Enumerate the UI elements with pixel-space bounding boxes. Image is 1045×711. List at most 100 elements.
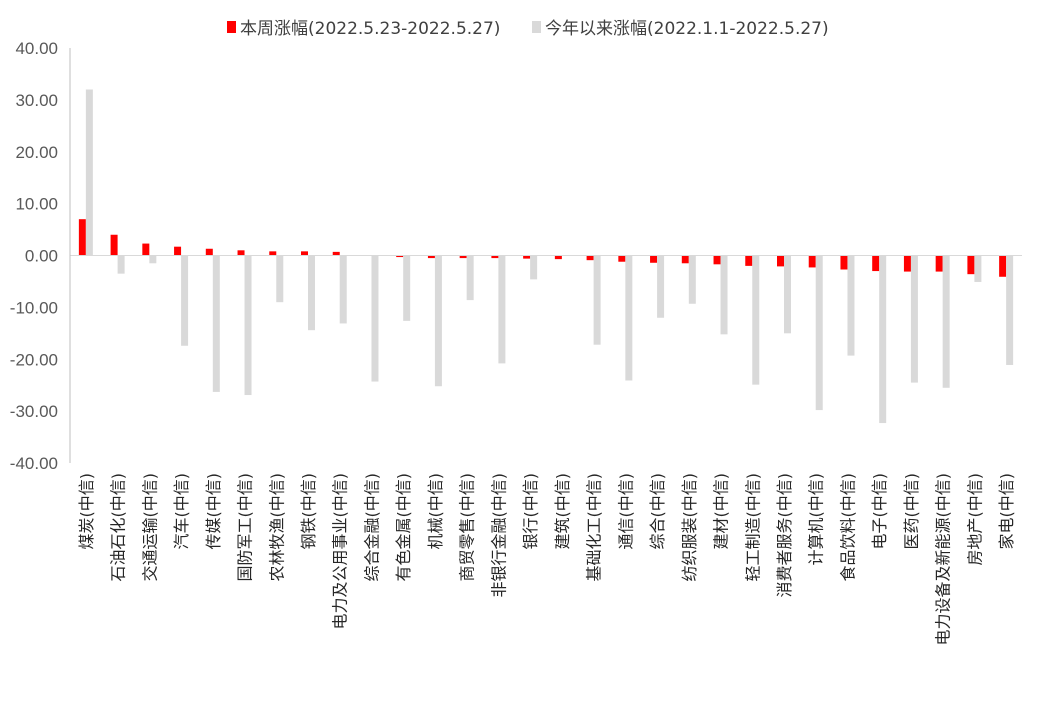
- bar-weekly-21: [745, 255, 753, 266]
- bar-ytd-27: [942, 255, 950, 388]
- legend-swatch-weekly: [227, 21, 236, 33]
- bar-ytd-24: [847, 255, 855, 356]
- bar-ytd-13: [498, 255, 506, 364]
- bar-ytd-18: [657, 255, 665, 318]
- bar-weekly-12: [459, 255, 467, 259]
- category-label: 石油石化(中信): [109, 473, 128, 582]
- bar-weekly-13: [491, 255, 499, 259]
- bar-weekly-18: [650, 255, 658, 263]
- bar-ytd-4: [212, 255, 220, 392]
- bar-ytd-3: [181, 255, 189, 346]
- category-label: 纺织服装(中信): [680, 473, 699, 582]
- category-label: 国防军工(中信): [236, 473, 255, 582]
- bar-weekly-15: [554, 255, 562, 260]
- bar-weekly-26: [903, 255, 911, 272]
- y-tick-label: -20.00: [10, 350, 58, 369]
- category-label: 商贸零售(中信): [458, 473, 477, 582]
- bar-ytd-5: [244, 255, 252, 396]
- category-label: 食品饮料(中信): [838, 473, 857, 582]
- legend-swatch-ytd: [532, 21, 541, 33]
- legend: 本周涨幅(2022.5.23-2022.5.27) 今年以来涨幅(2022.1.…: [227, 19, 829, 39]
- category-label: 建筑(中信): [553, 473, 572, 550]
- bar-ytd-2: [149, 255, 157, 264]
- category-label: 电力设备及新能源(中信): [934, 473, 953, 646]
- category-label: 传媒(中信): [204, 473, 223, 550]
- bar-weekly-5: [237, 250, 245, 256]
- y-tick-label: 20.00: [15, 143, 58, 162]
- category-label: 电力及公用事业(中信): [331, 473, 350, 630]
- category-label: 机械(中信): [426, 473, 445, 549]
- bar-ytd-12: [466, 255, 474, 301]
- bar-weekly-7: [301, 251, 308, 256]
- category-label: 通信(中信): [616, 473, 635, 550]
- bar-weekly-23: [808, 255, 816, 268]
- y-tick-label: 10.00: [15, 195, 58, 214]
- bar-ytd-22: [784, 255, 791, 334]
- category-label: 综合金融(中信): [362, 473, 381, 582]
- bar-ytd-28: [974, 255, 982, 282]
- category-label: 综合(中信): [648, 473, 667, 550]
- category-label: 医药(中信): [902, 473, 921, 550]
- bars: [78, 89, 1014, 424]
- bar-weekly-6: [269, 251, 277, 256]
- category-label: 煤炭(中信): [77, 473, 96, 550]
- category-label: 非银行金融(中信): [489, 473, 508, 597]
- bar-weekly-0: [78, 219, 86, 256]
- category-label: 银行(中信): [521, 473, 540, 550]
- y-tick-label: -30.00: [10, 402, 58, 421]
- bar-weekly-29: [999, 255, 1007, 277]
- category-label: 有色金属(中信): [394, 473, 413, 582]
- bar-ytd-25: [879, 255, 887, 424]
- bar-ytd-6: [276, 255, 284, 303]
- category-label: 建材(中信): [712, 473, 731, 550]
- bar-weekly-4: [205, 248, 213, 256]
- category-label: 农林牧渔(中信): [267, 473, 286, 582]
- category-label: 电子(中信): [870, 473, 889, 550]
- bar-ytd-19: [688, 255, 696, 304]
- y-tick-label: -10.00: [10, 298, 58, 317]
- category-label: 消费者服务(中信): [775, 473, 794, 598]
- bar-ytd-8: [339, 255, 347, 324]
- bar-weekly-25: [872, 255, 880, 272]
- bar-weekly-27: [935, 255, 943, 272]
- y-axis: 40.00 30.00 20.00 10.00 0.00 -10.00 -20.00 -30.…: [10, 39, 58, 473]
- bar-ytd-11: [434, 255, 442, 387]
- category-label: 交通运输(中信): [140, 473, 159, 582]
- bar-ytd-29: [1006, 255, 1014, 365]
- category-label: 轻工制造(中信): [743, 473, 762, 582]
- bar-weekly-28: [967, 255, 975, 275]
- bar-ytd-26: [910, 255, 918, 383]
- bar-weekly-2: [142, 243, 150, 256]
- bar-ytd-16: [593, 255, 601, 345]
- y-tick-label: 40.00: [15, 39, 58, 58]
- category-label: 家电(中信): [997, 473, 1016, 550]
- bar-ytd-14: [530, 255, 538, 280]
- bar-ytd-9: [371, 255, 379, 382]
- bar-ytd-23: [815, 255, 823, 411]
- bar-weekly-22: [777, 255, 784, 267]
- bar-weekly-11: [427, 255, 435, 259]
- bar-weekly-14: [523, 255, 531, 259]
- bar-weekly-16: [586, 255, 594, 261]
- bar-weekly-1: [110, 234, 118, 256]
- legend-label-weekly: 本周涨幅(2022.5.23-2022.5.27): [240, 19, 500, 39]
- category-label: 汽车(中信): [172, 473, 191, 550]
- bar-weekly-8: [332, 251, 340, 256]
- bar-weekly-20: [713, 255, 721, 265]
- bar-weekly-19: [681, 255, 689, 264]
- bar-weekly-10: [396, 255, 404, 258]
- bar-weekly-3: [174, 246, 182, 256]
- x-axis-labels: 煤炭(中信) 石油石化(中信) 交通运输(中信) 汽车(中信) 传媒(中信) 国防军工(中…: [77, 473, 1016, 646]
- legend-label-ytd: 今年以来涨幅(2022.1.1-2022.5.27): [545, 19, 829, 39]
- y-tick-label: 0.00: [25, 247, 58, 266]
- bar-ytd-17: [625, 255, 633, 381]
- bar-ytd-1: [117, 255, 125, 274]
- bar-ytd-20: [720, 255, 728, 335]
- bar-ytd-21: [752, 255, 760, 385]
- y-tick-label: 30.00: [15, 91, 58, 110]
- category-label: 房地产(中信): [965, 473, 984, 566]
- bar-weekly-17: [618, 255, 626, 262]
- category-label: 钢铁(中信): [299, 473, 318, 550]
- bar-ytd-10: [403, 255, 411, 321]
